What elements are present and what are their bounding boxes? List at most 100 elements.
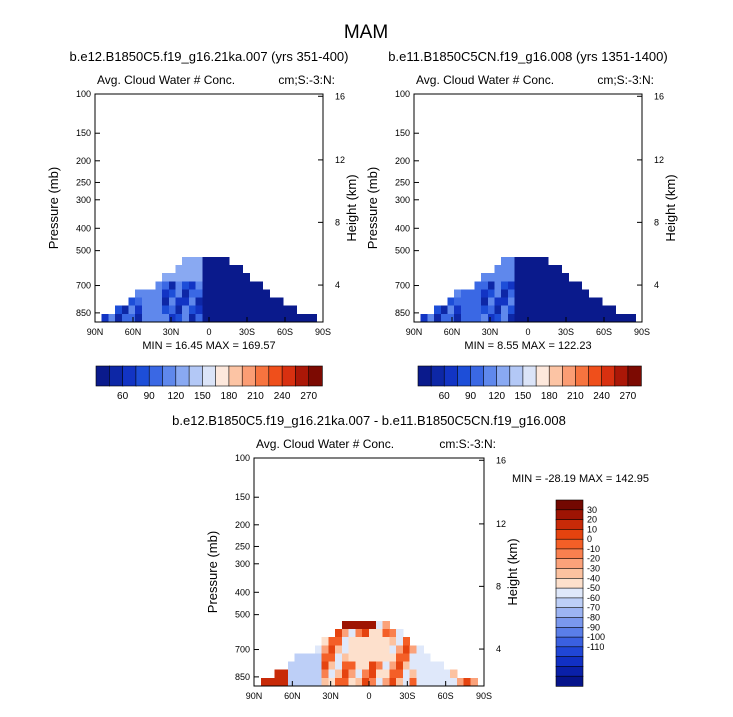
colorbar-label: 210 — [247, 391, 264, 402]
field-cell — [269, 305, 277, 315]
field-cell — [262, 313, 270, 323]
field-cell — [541, 281, 549, 290]
field-cell — [301, 677, 309, 687]
colorbar-box — [241, 365, 257, 387]
field-cell — [467, 305, 475, 315]
field-cell — [162, 297, 170, 307]
field-cell — [514, 313, 522, 323]
colorbar-label: 210 — [567, 391, 584, 402]
colorbar-box — [202, 365, 217, 387]
field-cell — [215, 265, 223, 274]
field-cell — [454, 289, 462, 299]
field-cell — [168, 305, 177, 315]
field-cell — [141, 313, 150, 323]
field-cell — [249, 297, 257, 307]
colorbar-label: -20 — [587, 554, 600, 564]
field-cell — [628, 313, 636, 323]
y-tick-label: 850 — [76, 308, 91, 318]
field-cell — [541, 265, 549, 274]
field-cell — [534, 281, 542, 290]
field-cell — [242, 305, 250, 315]
y-tick-label: 150 — [76, 128, 91, 138]
x-tick-label: 0 — [525, 327, 530, 337]
field-cell — [215, 289, 223, 299]
field-cell — [335, 645, 343, 654]
panel-3: b.e12.B1850C5.f19_g16.21ka.007 - b.e11.B… — [172, 413, 649, 701]
field-cell — [470, 677, 478, 687]
x-tick-label: 90N — [87, 327, 104, 337]
field-cell — [521, 289, 529, 299]
field-cell — [209, 289, 217, 299]
field-cell — [409, 661, 417, 671]
field-cell — [507, 273, 516, 282]
field-cell — [534, 265, 542, 274]
field-cell — [355, 620, 363, 630]
field-cell — [423, 669, 431, 679]
field-cell — [188, 313, 197, 323]
field-cell — [423, 661, 431, 671]
field-cell — [255, 289, 264, 299]
field-cell — [262, 289, 270, 299]
field-cell — [494, 265, 502, 274]
field-cell — [402, 669, 411, 679]
field-cell — [335, 653, 343, 663]
field-cell — [355, 645, 363, 654]
field-cell — [260, 677, 269, 687]
field-cell — [375, 677, 384, 687]
field-cell — [409, 669, 417, 679]
field-cell — [309, 313, 317, 323]
field-cell — [195, 265, 203, 274]
colorbar-box — [555, 636, 584, 648]
field-cell — [348, 661, 357, 671]
field-cell — [321, 653, 329, 663]
x-tick-label: 60N — [284, 691, 301, 701]
field-cell — [195, 256, 203, 266]
field-cell — [409, 677, 417, 687]
colorbar-box — [430, 365, 445, 387]
y-axis-title: Pressure (mb) — [205, 531, 220, 613]
field-cell — [389, 629, 397, 638]
field-cell — [487, 273, 496, 282]
field-cell — [554, 313, 563, 323]
y-tick-label: 500 — [395, 246, 410, 256]
field-cell — [314, 653, 323, 663]
field-cell — [501, 313, 509, 323]
field-cell — [507, 305, 516, 315]
y-tick-label: 850 — [235, 672, 250, 682]
panel-title: b.e12.B1850C5.f19_g16.21ka.007 (yrs 351-… — [70, 49, 349, 64]
min-max-label: MIN = 8.55 MAX = 122.23 — [464, 340, 591, 352]
field-cell — [294, 669, 302, 679]
colorbar-label: 30 — [587, 505, 597, 515]
field-cell — [242, 273, 250, 282]
field-cell — [621, 313, 630, 323]
y-tick-label: 300 — [395, 195, 410, 205]
field-cell — [507, 265, 516, 274]
x-tick-label: 60S — [596, 327, 612, 337]
field-cell — [521, 265, 529, 274]
field-cell — [541, 313, 549, 323]
field-cell — [242, 297, 250, 307]
field-cell — [155, 297, 163, 307]
field-cell — [141, 297, 150, 307]
colorbar-box — [522, 365, 537, 387]
field-cell — [202, 265, 210, 274]
field-cell — [182, 265, 190, 274]
field-cell — [507, 256, 516, 266]
field-cell — [362, 637, 370, 646]
colorbar-box — [175, 365, 190, 387]
field-cell — [281, 677, 289, 687]
right-subtitle: cm;S:-3:N: — [597, 73, 654, 87]
y-tick-label: 300 — [235, 559, 250, 569]
field-cell — [581, 313, 589, 323]
field-cell — [574, 297, 583, 307]
height-axis-title: Height (km) — [505, 538, 520, 605]
colorbar-label: -100 — [587, 632, 605, 642]
field-cell — [328, 669, 336, 679]
field-cell — [396, 661, 404, 671]
colorbar-box — [295, 365, 310, 387]
field-cell — [534, 289, 542, 299]
field-cell — [348, 677, 357, 687]
field-cell — [135, 289, 143, 299]
field-cell — [382, 620, 390, 630]
